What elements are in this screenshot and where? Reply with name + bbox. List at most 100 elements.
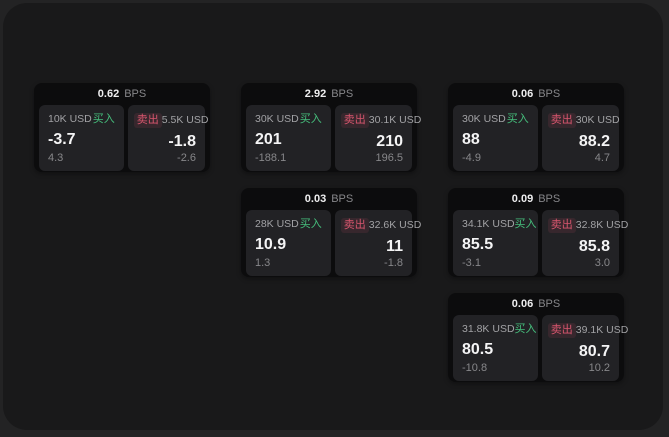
buy-price: 201 [255, 131, 282, 149]
sell-amount: 5.5K USD [161, 114, 209, 127]
buy-price: 85.5 [462, 236, 494, 254]
buy-amount: 28K USD [255, 218, 299, 231]
buy-panel[interactable]: 30K USD 买入 88 -4.9 [453, 105, 538, 171]
buy-tag: 买入 [514, 218, 537, 230]
sell-panel[interactable]: 卖出 30.1K USD 210 196.5 [334, 105, 421, 171]
sell-tag: 卖出 [340, 113, 369, 129]
quote-card: 0.62 BPS 10K USD 买入 -3.7 4.3 卖出 5.5K USD… [34, 83, 210, 172]
sell-amount: 39.1K USD [575, 324, 629, 337]
sell-price: 80.7 [578, 343, 610, 361]
sell-amount: 32.8K USD [575, 219, 629, 232]
sell-panel-top: 卖出 32.6K USD [340, 218, 421, 234]
buy-price: 88 [462, 131, 480, 149]
bps-unit-label: BPS [538, 297, 561, 310]
bps-value: 0.03 [304, 192, 327, 205]
buy-panel-top: 10K USD 买入 [48, 113, 115, 126]
sell-panel[interactable]: 卖出 32.6K USD 11 -1.8 [334, 210, 421, 276]
quote-card-header: 0.06 BPS [448, 293, 624, 315]
buy-sub-value: -10.8 [462, 361, 488, 374]
sell-panel-top: 卖出 32.8K USD [547, 218, 628, 234]
sell-price: -1.8 [168, 133, 196, 151]
quote-card: 0.03 BPS 28K USD 买入 10.9 1.3 卖出 32.6K US… [241, 188, 421, 277]
buy-sub-value: -4.9 [462, 151, 481, 164]
bps-value: 0.06 [511, 297, 534, 310]
buy-tag: 买入 [299, 218, 322, 230]
sell-panel-top: 卖出 5.5K USD [133, 113, 208, 129]
sell-amount: 30K USD [575, 114, 620, 127]
buy-panel[interactable]: 28K USD 买入 10.9 1.3 [246, 210, 331, 276]
buy-panel[interactable]: 31.8K USD 买入 80.5 -10.8 [453, 315, 538, 381]
buy-panel-top: 30K USD 买入 [255, 113, 322, 126]
buy-amount: 31.8K USD [462, 323, 515, 336]
buy-panel-top: 28K USD 买入 [255, 218, 322, 231]
bps-unit-label: BPS [331, 192, 354, 205]
quote-card-body: 28K USD 买入 10.9 1.3 卖出 32.6K USD 11 -1.8 [241, 210, 421, 281]
quote-card-body: 30K USD 买入 88 -4.9 卖出 30K USD 88.2 4.7 [448, 105, 624, 176]
quote-card-header: 0.09 BPS [448, 188, 624, 210]
bps-value: 0.62 [97, 87, 120, 100]
quote-card: 0.09 BPS 34.1K USD 买入 85.5 -3.1 卖出 32.8K… [448, 188, 628, 277]
sell-panel[interactable]: 卖出 5.5K USD -1.8 -2.6 [127, 105, 208, 171]
buy-price: -3.7 [48, 131, 76, 149]
quote-card-body: 34.1K USD 买入 85.5 -3.1 卖出 32.8K USD 85.8… [448, 210, 628, 281]
bps-value: 0.06 [511, 87, 534, 100]
sell-amount: 30.1K USD [368, 114, 422, 127]
buy-amount: 34.1K USD [462, 218, 515, 231]
quote-card-body: 31.8K USD 买入 80.5 -10.8 卖出 39.1K USD 80.… [448, 315, 628, 386]
sell-price: 11 [386, 238, 403, 256]
buy-panel-top: 30K USD 买入 [462, 113, 529, 126]
sell-tag: 卖出 [133, 113, 162, 129]
sell-sub-value: -2.6 [177, 151, 196, 164]
sell-price: 88.2 [578, 133, 610, 151]
sell-tag: 卖出 [547, 113, 576, 129]
sell-sub-value: 196.5 [375, 151, 403, 164]
bps-unit-label: BPS [331, 87, 354, 100]
buy-sub-value: -188.1 [255, 151, 287, 164]
sell-sub-value: 10.2 [588, 361, 610, 374]
sell-sub-value: 3.0 [594, 256, 610, 269]
sell-panel-top: 卖出 39.1K USD [547, 323, 628, 339]
buy-price: 80.5 [462, 341, 494, 359]
buy-panel[interactable]: 10K USD 买入 -3.7 4.3 [39, 105, 124, 171]
buy-sub-value: 1.3 [255, 256, 271, 269]
sell-amount: 32.6K USD [368, 219, 422, 232]
sell-price: 210 [376, 133, 403, 151]
bps-value: 2.92 [304, 87, 327, 100]
buy-price: 10.9 [255, 236, 287, 254]
sell-panel[interactable]: 卖出 30K USD 88.2 4.7 [541, 105, 620, 171]
buy-sub-value: -3.1 [462, 256, 481, 269]
quote-card-header: 0.62 BPS [34, 83, 210, 105]
bps-unit-label: BPS [538, 192, 561, 205]
trading-quotes-window: 0.62 BPS 10K USD 买入 -3.7 4.3 卖出 5.5K USD… [3, 3, 663, 430]
buy-tag: 买入 [514, 323, 537, 335]
buy-panel-top: 31.8K USD 买入 [462, 323, 537, 336]
buy-sub-value: 4.3 [48, 151, 64, 164]
sell-sub-value: -1.8 [384, 256, 403, 269]
buy-panel-top: 34.1K USD 买入 [462, 218, 537, 231]
quote-card: 0.06 BPS 31.8K USD 买入 80.5 -10.8 卖出 39.1… [448, 293, 628, 382]
buy-panel[interactable]: 30K USD 买入 201 -188.1 [246, 105, 331, 171]
sell-price: 85.8 [578, 238, 610, 256]
buy-amount: 30K USD [255, 113, 299, 126]
buy-amount: 10K USD [48, 113, 92, 126]
sell-panel[interactable]: 卖出 39.1K USD 80.7 10.2 [541, 315, 628, 381]
bps-unit-label: BPS [538, 87, 561, 100]
quote-card: 0.06 BPS 30K USD 买入 88 -4.9 卖出 30K USD 8… [448, 83, 624, 172]
quote-card-header: 0.06 BPS [448, 83, 624, 105]
buy-amount: 30K USD [462, 113, 506, 126]
quote-card-header: 2.92 BPS [241, 83, 417, 105]
bps-unit-label: BPS [124, 87, 147, 100]
buy-panel[interactable]: 34.1K USD 买入 85.5 -3.1 [453, 210, 538, 276]
quote-card-body: 10K USD 买入 -3.7 4.3 卖出 5.5K USD -1.8 -2.… [34, 105, 210, 176]
buy-tag: 买入 [92, 113, 115, 125]
sell-tag: 卖出 [547, 323, 576, 339]
sell-sub-value: 4.7 [594, 151, 610, 164]
quote-card-header: 0.03 BPS [241, 188, 417, 210]
quote-card: 2.92 BPS 30K USD 买入 201 -188.1 卖出 30.1K … [241, 83, 421, 172]
buy-tag: 买入 [506, 113, 529, 125]
cards-grid: 0.62 BPS 10K USD 买入 -3.7 4.3 卖出 5.5K USD… [34, 83, 628, 382]
sell-panel-top: 卖出 30K USD [547, 113, 620, 129]
sell-panel-top: 卖出 30.1K USD [340, 113, 421, 129]
sell-panel[interactable]: 卖出 32.8K USD 85.8 3.0 [541, 210, 628, 276]
sell-tag: 卖出 [547, 218, 576, 234]
